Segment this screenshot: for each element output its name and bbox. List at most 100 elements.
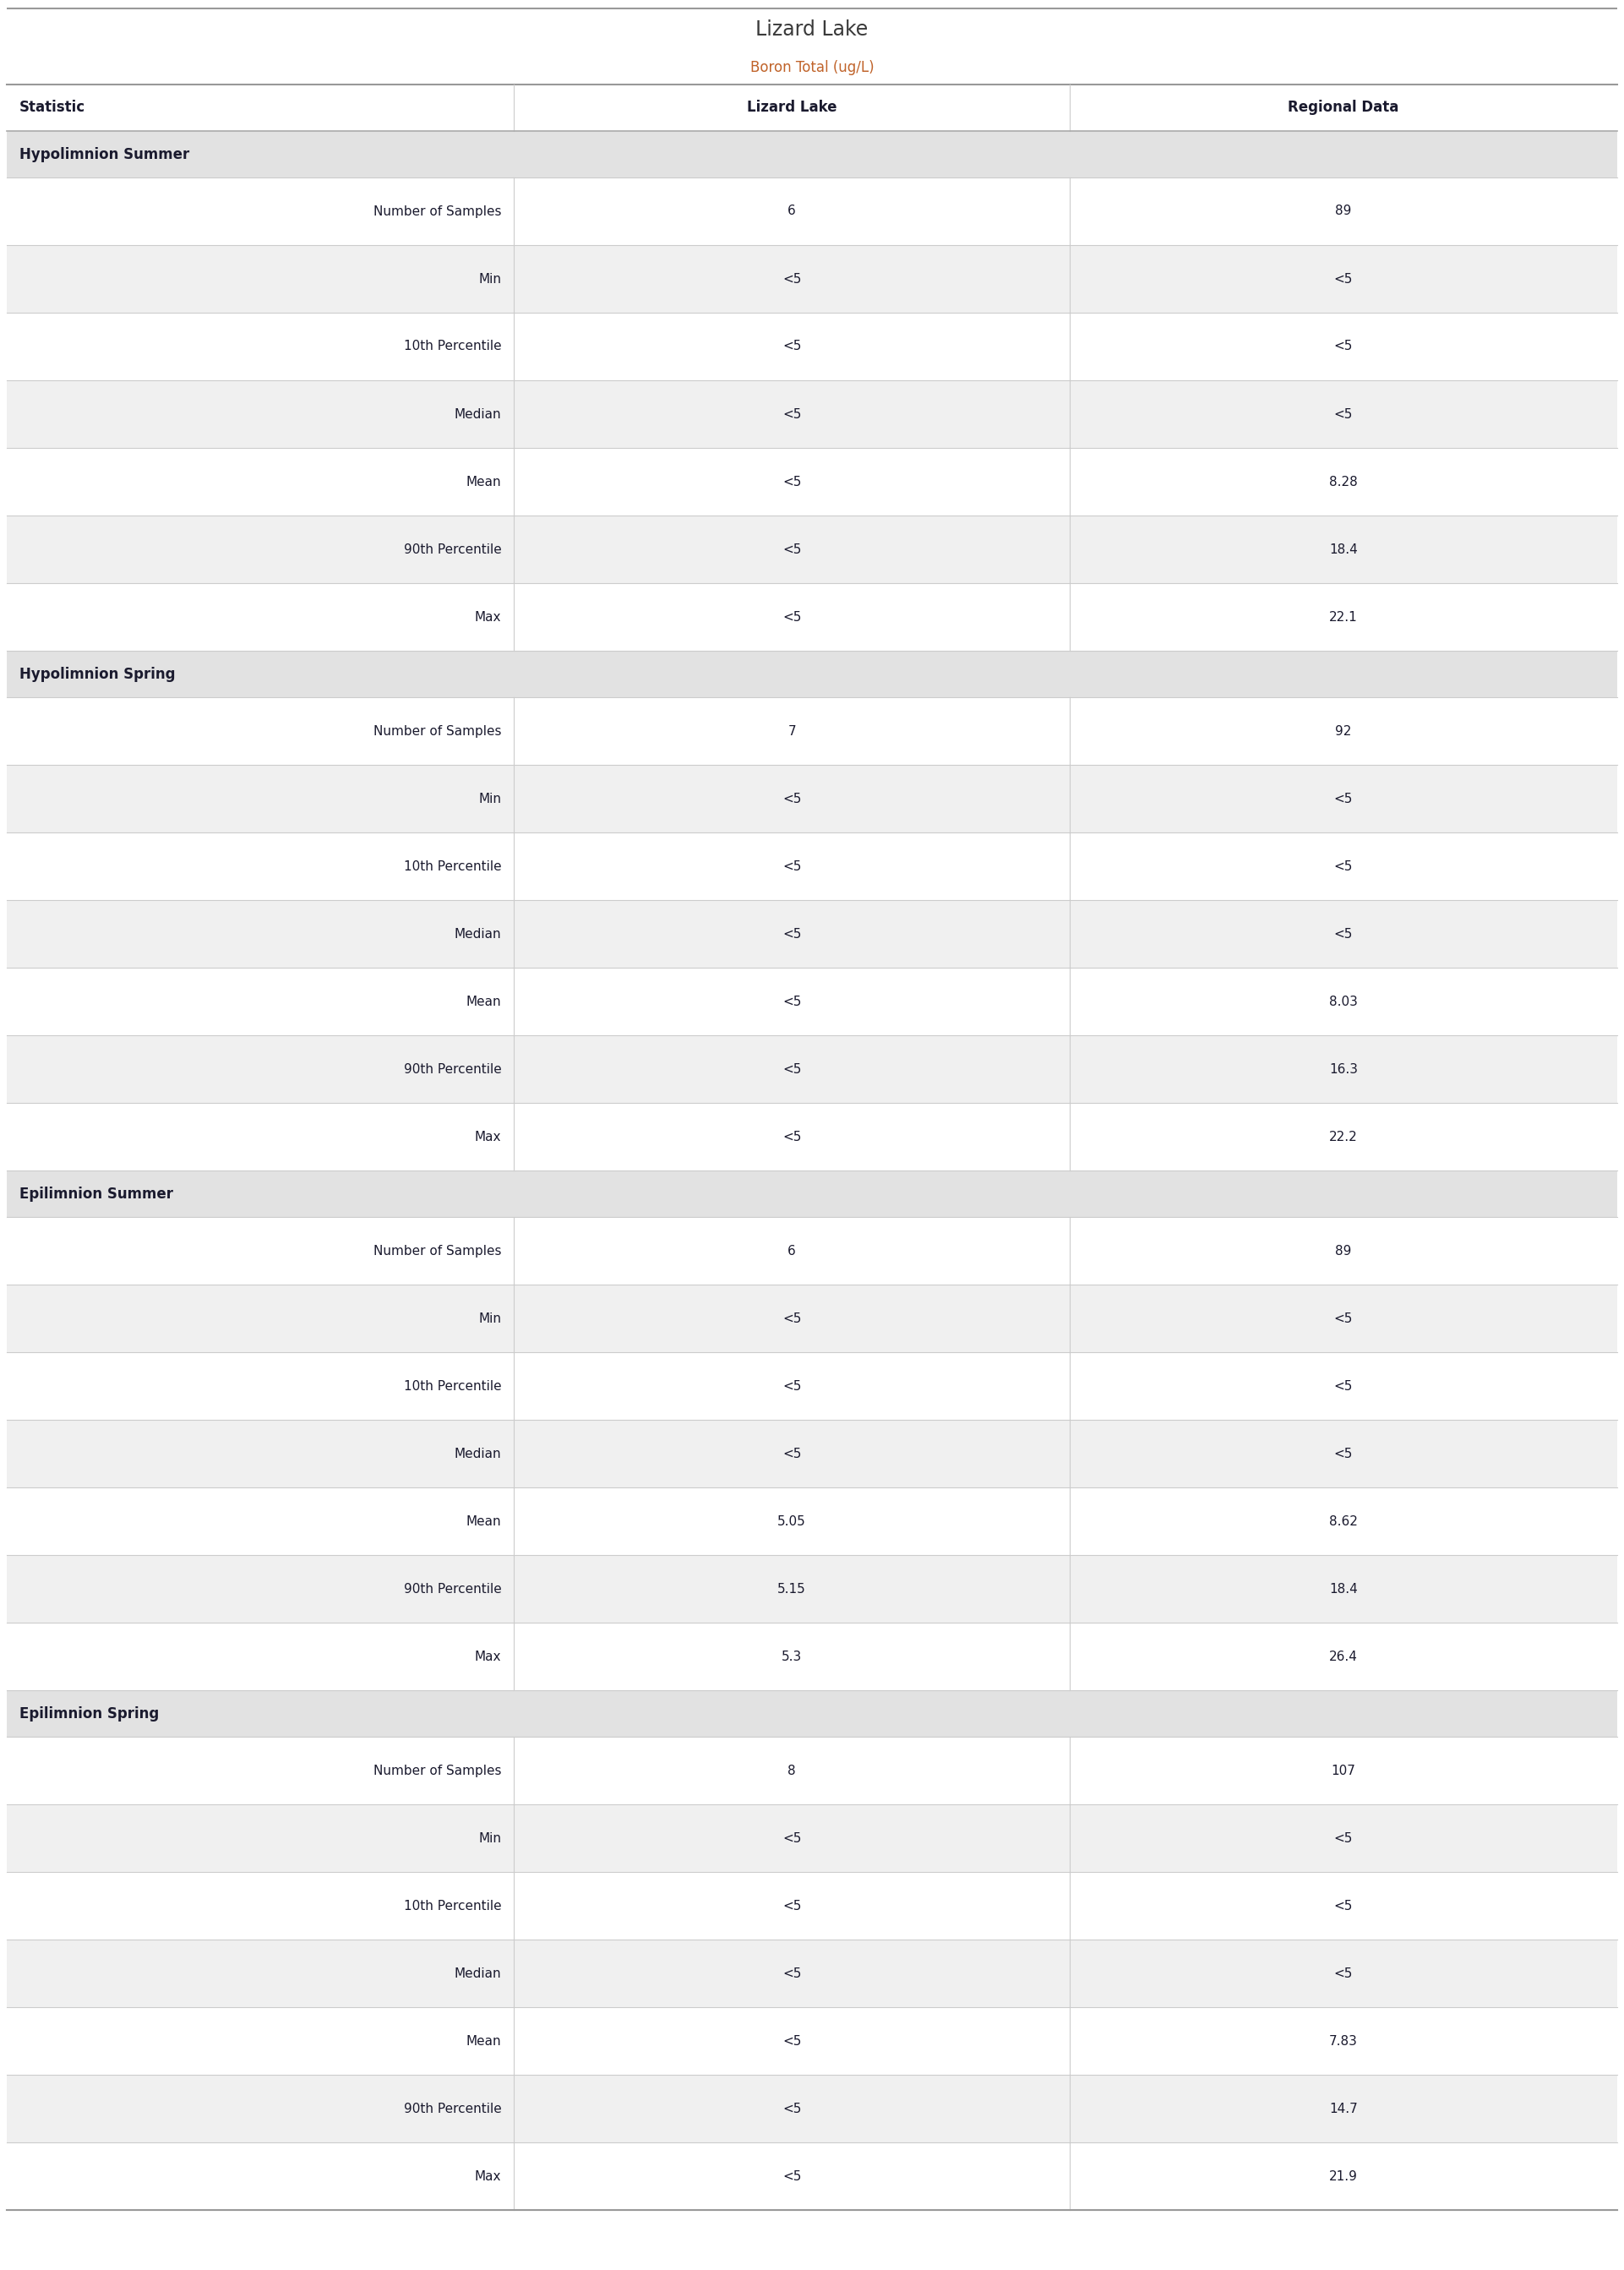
Text: <5: <5: [1333, 1968, 1353, 1979]
Bar: [6, 967, 1618, 1035]
Text: 10th Percentile: 10th Percentile: [404, 1900, 502, 1911]
Text: Max: Max: [474, 611, 502, 624]
Text: <5: <5: [1333, 272, 1353, 286]
Bar: [6, 1353, 1618, 1419]
Text: Epilimnion Summer: Epilimnion Summer: [19, 1187, 174, 1201]
Text: 89: 89: [1335, 1244, 1351, 1258]
Text: <5: <5: [1333, 1832, 1353, 1846]
Bar: [6, 2075, 1618, 2143]
Text: Number of Samples: Number of Samples: [374, 724, 502, 738]
Text: 90th Percentile: 90th Percentile: [404, 543, 502, 556]
Text: 90th Percentile: 90th Percentile: [404, 1582, 502, 1596]
Text: <5: <5: [783, 340, 801, 352]
Text: Median: Median: [455, 409, 502, 420]
Text: <5: <5: [783, 543, 801, 556]
Text: Median: Median: [455, 1968, 502, 1979]
Bar: [6, 515, 1618, 583]
Text: <5: <5: [1333, 1448, 1353, 1460]
Text: Regional Data: Regional Data: [1288, 100, 1398, 116]
Text: <5: <5: [1333, 1312, 1353, 1326]
Text: Hypolimnion Spring: Hypolimnion Spring: [19, 667, 175, 681]
Text: 8.28: 8.28: [1328, 474, 1358, 488]
Text: 90th Percentile: 90th Percentile: [404, 1062, 502, 1076]
Text: 92: 92: [1335, 724, 1351, 738]
Text: 5.15: 5.15: [778, 1582, 806, 1596]
Bar: [6, 1805, 1618, 1873]
Text: <5: <5: [783, 1900, 801, 1911]
Text: <5: <5: [1333, 928, 1353, 940]
Text: 8: 8: [788, 1764, 796, 1777]
Bar: [6, 1217, 1618, 1285]
Text: Mean: Mean: [466, 2034, 502, 2048]
Bar: [6, 313, 1618, 381]
Bar: [6, 697, 1618, 765]
Text: 7.83: 7.83: [1328, 2034, 1358, 2048]
Bar: [6, 245, 1618, 313]
Bar: [6, 1487, 1618, 1555]
Bar: [6, 1873, 1618, 1939]
Text: Min: Min: [479, 1312, 502, 1326]
Bar: [6, 1939, 1618, 2007]
Text: Epilimnion Spring: Epilimnion Spring: [19, 1705, 159, 1721]
Text: <5: <5: [783, 2170, 801, 2181]
Text: 26.4: 26.4: [1328, 1650, 1358, 1664]
Text: 7: 7: [788, 724, 796, 738]
Text: 10th Percentile: 10th Percentile: [404, 1380, 502, 1392]
Text: Min: Min: [479, 272, 502, 286]
Text: Min: Min: [479, 792, 502, 806]
Text: 6: 6: [788, 204, 796, 218]
Text: Min: Min: [479, 1832, 502, 1846]
Text: <5: <5: [783, 994, 801, 1008]
Bar: [6, 2143, 1618, 2211]
Bar: [6, 1285, 1618, 1353]
Text: <5: <5: [783, 611, 801, 624]
Text: 18.4: 18.4: [1328, 543, 1358, 556]
Text: Median: Median: [455, 928, 502, 940]
Text: <5: <5: [783, 2034, 801, 2048]
Bar: [6, 1623, 1618, 1691]
Bar: [6, 901, 1618, 967]
Text: 5.05: 5.05: [778, 1514, 806, 1528]
Text: Mean: Mean: [466, 474, 502, 488]
Text: <5: <5: [783, 474, 801, 488]
Bar: [6, 1419, 1618, 1487]
Text: <5: <5: [783, 860, 801, 872]
Bar: [6, 833, 1618, 901]
Text: 89: 89: [1335, 204, 1351, 218]
Text: 14.7: 14.7: [1328, 2102, 1358, 2116]
Text: <5: <5: [1333, 1380, 1353, 1392]
Text: <5: <5: [1333, 340, 1353, 352]
Text: Number of Samples: Number of Samples: [374, 1764, 502, 1777]
Text: Lizard Lake: Lizard Lake: [747, 100, 836, 116]
Text: 5.3: 5.3: [781, 1650, 802, 1664]
Bar: [6, 583, 1618, 651]
Text: <5: <5: [1333, 792, 1353, 806]
Text: Number of Samples: Number of Samples: [374, 1244, 502, 1258]
Text: Median: Median: [455, 1448, 502, 1460]
Text: <5: <5: [783, 928, 801, 940]
Text: <5: <5: [783, 792, 801, 806]
Bar: [6, 381, 1618, 447]
Text: <5: <5: [783, 1832, 801, 1846]
Text: 8.62: 8.62: [1328, 1514, 1358, 1528]
Text: 6: 6: [788, 1244, 796, 1258]
Text: 22.2: 22.2: [1328, 1130, 1358, 1144]
Bar: [6, 1691, 1618, 1737]
Text: Mean: Mean: [466, 994, 502, 1008]
Text: Max: Max: [474, 2170, 502, 2181]
Text: <5: <5: [783, 1130, 801, 1144]
Text: Boron Total (ug/L): Boron Total (ug/L): [750, 59, 874, 75]
Text: Mean: Mean: [466, 1514, 502, 1528]
Text: <5: <5: [783, 1312, 801, 1326]
Bar: [6, 1103, 1618, 1171]
Bar: [6, 177, 1618, 245]
Text: 8.03: 8.03: [1328, 994, 1358, 1008]
Text: Max: Max: [474, 1130, 502, 1144]
Text: 22.1: 22.1: [1328, 611, 1358, 624]
Bar: [6, 132, 1618, 177]
Bar: [6, 1737, 1618, 1805]
Bar: [6, 1035, 1618, 1103]
Text: Max: Max: [474, 1650, 502, 1664]
Text: <5: <5: [783, 1380, 801, 1392]
Bar: [6, 651, 1618, 697]
